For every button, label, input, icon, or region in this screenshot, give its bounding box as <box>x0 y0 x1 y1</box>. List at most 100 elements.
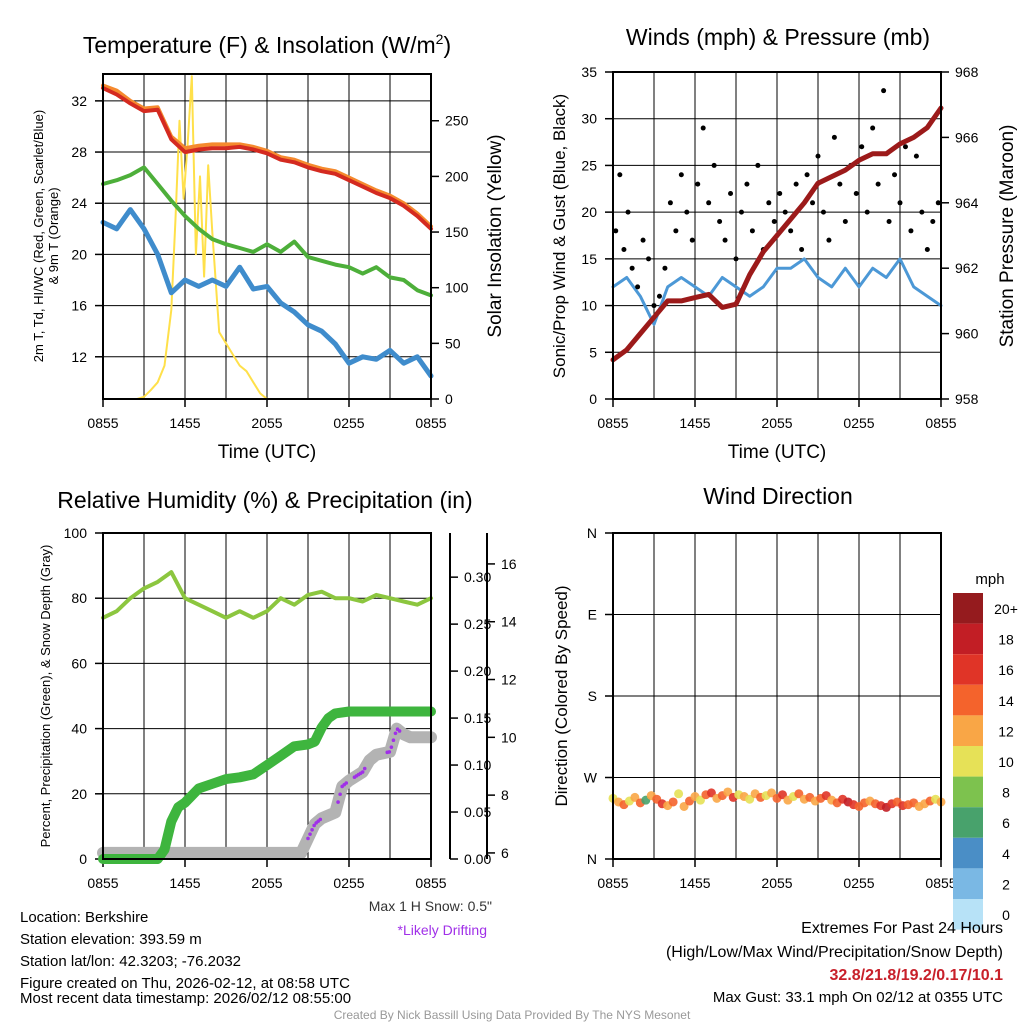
gust-point <box>810 200 816 206</box>
legend-swatch <box>953 868 983 899</box>
footer-elevation: Station elevation: 393.59 m <box>20 931 202 948</box>
two-m-temp-line <box>101 86 433 231</box>
precipitation-line <box>98 706 436 864</box>
x-tick-label: 0855 <box>925 875 956 891</box>
x-tick-label: 1455 <box>679 415 710 431</box>
gust-point <box>842 218 848 224</box>
gust-point <box>820 209 826 215</box>
snow-depth-tick-label: 12 <box>501 672 517 688</box>
wind-direction-point <box>723 787 733 797</box>
gust-point <box>859 144 865 150</box>
drift-point <box>360 770 365 774</box>
plot-border <box>102 532 432 860</box>
y-tick-label: 0 <box>589 391 597 407</box>
temp-y-label-2: & 9m T (Orange) <box>46 187 61 284</box>
gust-point <box>875 181 881 187</box>
y-tick-label: 30 <box>581 111 597 127</box>
y-tick-label: 28 <box>71 144 87 160</box>
x-tick-label: 2055 <box>761 415 792 431</box>
gust-point <box>625 209 631 215</box>
extremes-values: 32.8/21.8/19.2/0.17/10.1 <box>830 967 1004 984</box>
gust-point <box>673 228 679 234</box>
precip-tick-label: 0.00 <box>464 851 491 867</box>
legend-swatch <box>953 623 983 655</box>
wind-speed-line <box>611 257 943 326</box>
gust-point <box>864 209 870 215</box>
pressure-tick-label: 966 <box>955 129 979 145</box>
snow-depth-tick-label: 6 <box>501 845 509 861</box>
pressure-tick-label: 960 <box>955 326 979 342</box>
precip-tick-label: 0.05 <box>464 804 491 820</box>
drift-point <box>393 731 398 736</box>
plot-border <box>612 71 942 400</box>
x-tick-label: 2055 <box>761 875 792 891</box>
x-tick-label: 1455 <box>679 875 710 891</box>
gust-point <box>870 125 876 131</box>
wind-y2-label: Station Pressure (Maroon) <box>997 125 1018 348</box>
footer-latlon: Station lat/lon: 42.3203; -76.2032 <box>20 953 241 970</box>
wind-direction-point <box>695 795 705 805</box>
relative-humidity-line <box>101 570 433 620</box>
legend-label: 18 <box>998 632 1014 648</box>
gust-point <box>621 247 627 253</box>
temp-x-label: Time (UTC) <box>218 442 317 463</box>
precip-tick-label: 0.30 <box>464 569 491 585</box>
y-tick-label: S <box>588 688 597 704</box>
drift-point <box>391 738 396 743</box>
gust-point <box>629 265 635 271</box>
gust-point <box>717 218 723 224</box>
y-tick-label: 20 <box>71 246 87 262</box>
pressure-line <box>610 105 944 363</box>
gust-point <box>831 134 837 140</box>
gust-point <box>881 88 887 94</box>
plot-border <box>612 532 942 860</box>
legend-swatch <box>953 807 983 838</box>
gust-point <box>706 200 712 206</box>
y-tick-label: 32 <box>71 93 87 109</box>
gust-point <box>782 209 788 215</box>
gust-point <box>613 228 619 234</box>
legend-label: 2 <box>1002 876 1010 892</box>
wind-direction-point <box>794 789 804 799</box>
gust-point <box>826 237 832 243</box>
x-tick-label: 0855 <box>925 415 956 431</box>
legend-label: 0 <box>1002 907 1010 923</box>
wind-x-label: Time (UTC) <box>728 442 827 463</box>
gust-point <box>755 162 761 168</box>
gust-point <box>908 228 914 234</box>
legend-swatch <box>953 837 983 869</box>
gust-point <box>711 162 717 168</box>
extremes-subtitle: (High/Low/Max Wind/Precipitation/Snow De… <box>666 944 1003 961</box>
legend-label: 14 <box>998 693 1014 709</box>
y-tick-label: 24 <box>71 195 87 211</box>
legend-swatch <box>953 593 983 624</box>
drift-point <box>308 832 312 836</box>
gust-point <box>722 237 728 243</box>
max-snow-note: Max 1 H Snow: 0.5" <box>369 898 492 914</box>
y-tick-label: 60 <box>71 655 87 671</box>
gust-point <box>924 247 930 253</box>
gust-point <box>656 293 662 299</box>
x-tick-label: 1455 <box>169 415 200 431</box>
temp-y2-label: Solar Insolation (Yellow) <box>485 134 506 337</box>
legend-label: 8 <box>1002 785 1010 801</box>
gust-point <box>815 153 821 159</box>
drift-point <box>310 828 314 832</box>
pressure-tick-label: 968 <box>955 64 979 80</box>
gust-point <box>886 218 892 224</box>
snow-depth-tick-label: 16 <box>501 556 517 572</box>
legend-swatch <box>953 684 983 716</box>
gust-point <box>777 190 783 196</box>
gust-point <box>651 303 657 309</box>
y-tick-label: 20 <box>581 204 597 220</box>
x-tick-label: 0855 <box>415 875 446 891</box>
legend-label: 10 <box>998 754 1014 770</box>
gust-point <box>617 172 623 178</box>
gust-point <box>788 228 794 234</box>
solar-tick-label: 150 <box>445 224 469 240</box>
y-tick-label: 10 <box>581 298 597 314</box>
snow-depth-tick-label: 14 <box>501 614 517 630</box>
legend-label: 16 <box>998 662 1014 678</box>
pressure-tick-label: 964 <box>955 195 979 211</box>
plot-border <box>102 73 432 400</box>
